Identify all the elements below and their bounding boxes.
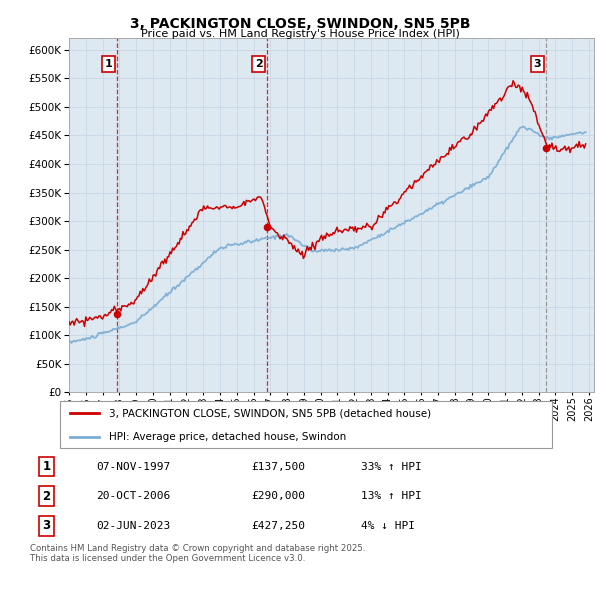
Text: 07-NOV-1997: 07-NOV-1997 bbox=[96, 461, 170, 471]
Text: 3: 3 bbox=[533, 59, 541, 69]
Point bbox=[262, 222, 272, 231]
Text: Price paid vs. HM Land Registry's House Price Index (HPI): Price paid vs. HM Land Registry's House … bbox=[140, 29, 460, 39]
Point bbox=[541, 144, 550, 153]
Text: 4% ↓ HPI: 4% ↓ HPI bbox=[361, 521, 415, 531]
Text: 3, PACKINGTON CLOSE, SWINDON, SN5 5PB (detached house): 3, PACKINGTON CLOSE, SWINDON, SN5 5PB (d… bbox=[109, 408, 431, 418]
Text: 1: 1 bbox=[43, 460, 50, 473]
Text: 20-OCT-2006: 20-OCT-2006 bbox=[96, 491, 170, 501]
Text: £290,000: £290,000 bbox=[251, 491, 305, 501]
Text: Contains HM Land Registry data © Crown copyright and database right 2025.
This d: Contains HM Land Registry data © Crown c… bbox=[30, 544, 365, 563]
Text: 02-JUN-2023: 02-JUN-2023 bbox=[96, 521, 170, 531]
Text: 33% ↑ HPI: 33% ↑ HPI bbox=[361, 461, 422, 471]
Text: 1: 1 bbox=[104, 59, 112, 69]
Text: 2: 2 bbox=[43, 490, 50, 503]
Text: £137,500: £137,500 bbox=[251, 461, 305, 471]
Text: 13% ↑ HPI: 13% ↑ HPI bbox=[361, 491, 422, 501]
Point bbox=[112, 309, 122, 319]
Text: 3: 3 bbox=[43, 519, 50, 532]
Text: 2: 2 bbox=[254, 59, 262, 69]
Text: 3, PACKINGTON CLOSE, SWINDON, SN5 5PB: 3, PACKINGTON CLOSE, SWINDON, SN5 5PB bbox=[130, 17, 470, 31]
Text: £427,250: £427,250 bbox=[251, 521, 305, 531]
FancyBboxPatch shape bbox=[60, 401, 552, 448]
Text: HPI: Average price, detached house, Swindon: HPI: Average price, detached house, Swin… bbox=[109, 432, 346, 441]
